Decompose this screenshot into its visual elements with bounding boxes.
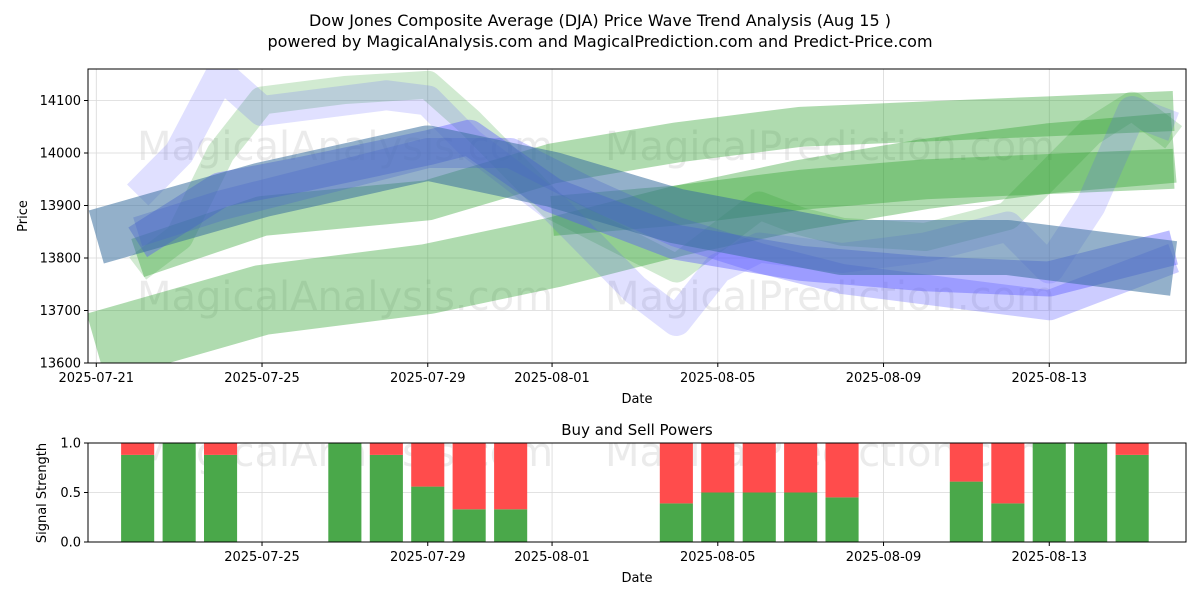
x-tick-label: 2025-07-21 xyxy=(59,371,135,386)
sell-bar xyxy=(121,443,155,455)
x-tick-label: 2025-08-05 xyxy=(680,550,756,565)
watermark: MagicalAnalysis.com xyxy=(137,274,553,320)
sell-bar xyxy=(991,443,1025,504)
x-tick-label: 2025-07-25 xyxy=(224,550,300,565)
x-tick-label: 2025-08-09 xyxy=(846,371,922,386)
y-tick-label: 13600 xyxy=(40,357,81,372)
buy-bar xyxy=(1115,454,1149,542)
buy-bar xyxy=(784,492,818,542)
sell-bar xyxy=(701,443,735,493)
y-tick-label: 14100 xyxy=(40,94,81,109)
sell-bar xyxy=(411,443,445,487)
watermark: MagicalPrediction.com xyxy=(605,124,1055,170)
sell-bar xyxy=(204,443,238,455)
x-tick-label: 2025-08-13 xyxy=(1011,371,1087,386)
buy-bar xyxy=(1032,443,1066,542)
y-tick-label: 0.5 xyxy=(60,486,81,501)
buy-bar xyxy=(494,509,528,542)
x-tick-label: 2025-08-01 xyxy=(514,550,590,565)
buy-bar xyxy=(742,492,776,542)
x-tick-label: 2025-07-29 xyxy=(390,550,466,565)
buy-bar xyxy=(949,481,983,542)
y-tick-label: 13800 xyxy=(40,252,81,267)
buy-bar xyxy=(991,503,1025,542)
chart-title: Dow Jones Composite Average (DJA) Price … xyxy=(309,11,891,30)
buy-bar xyxy=(452,509,486,542)
price-panel: MagicalAnalysis.com MagicalPrediction.co… xyxy=(16,68,1187,407)
buy-sell-y-axis-label: Signal Strength xyxy=(35,443,50,543)
x-axis-label: Date xyxy=(621,392,652,407)
buy-sell-panel: Buy and Sell Powers MagicalAnalysis.com … xyxy=(35,421,1187,586)
sell-bar xyxy=(1115,443,1149,455)
buy-bar xyxy=(1074,443,1108,542)
sell-bar xyxy=(369,443,403,455)
y-tick-label: 14000 xyxy=(40,147,81,162)
sell-bar xyxy=(742,443,776,493)
y-tick-label: 1.0 xyxy=(60,437,81,452)
wave-band xyxy=(131,91,1175,277)
watermark: MagicalPrediction.com xyxy=(605,274,1055,320)
sell-bar xyxy=(949,443,983,482)
sell-bar xyxy=(825,443,859,498)
buy-bar xyxy=(204,454,238,542)
y-tick-label: 13900 xyxy=(40,199,81,214)
y-tick-label: 0.0 xyxy=(60,536,81,551)
buy-bar xyxy=(825,497,859,542)
sell-bar xyxy=(494,443,528,510)
buy-bar xyxy=(411,486,445,542)
x-tick-label: 2025-08-01 xyxy=(514,371,590,386)
buy-bar xyxy=(121,454,155,542)
buy-sell-x-axis-label: Date xyxy=(621,571,652,586)
buy-bar xyxy=(162,443,196,542)
sell-bar xyxy=(784,443,818,493)
buy-bar xyxy=(659,503,693,542)
x-tick-label: 2025-07-25 xyxy=(224,371,300,386)
price-plot-frame xyxy=(87,68,1187,364)
sell-bar xyxy=(452,443,486,510)
y-tick-label: 13700 xyxy=(40,304,81,319)
x-tick-label: 2025-08-09 xyxy=(846,550,922,565)
buy-sell-title: Buy and Sell Powers xyxy=(561,421,713,439)
x-tick-label: 2025-08-13 xyxy=(1011,550,1087,565)
wave-band xyxy=(88,125,1178,296)
y-axis-label: Price xyxy=(16,200,31,232)
chart-subtitle: powered by MagicalAnalysis.com and Magic… xyxy=(267,32,932,51)
wave-band xyxy=(129,70,1183,283)
sell-bar xyxy=(659,443,693,504)
buy-bar xyxy=(701,492,735,542)
buy-bar xyxy=(328,443,362,542)
buy-bar xyxy=(369,454,403,542)
x-tick-label: 2025-08-05 xyxy=(680,371,756,386)
x-tick-label: 2025-07-29 xyxy=(390,371,466,386)
